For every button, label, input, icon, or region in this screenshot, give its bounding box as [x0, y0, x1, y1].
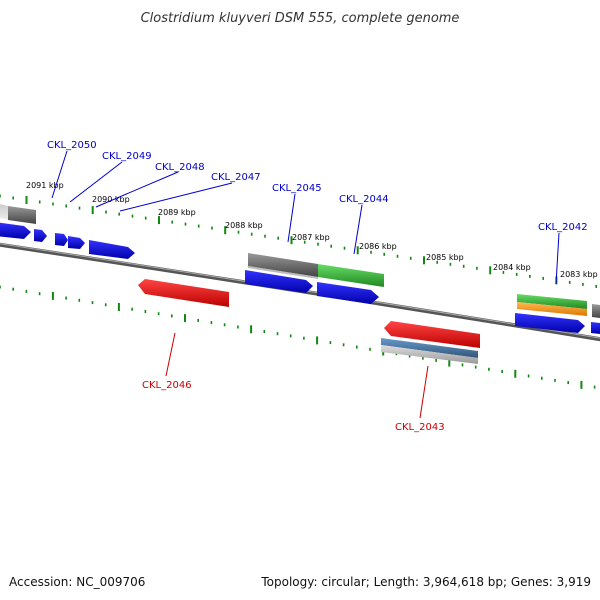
- accession-text: Accession: NC_009706: [9, 575, 145, 589]
- gene-label-ckl2046[interactable]: CKL_2046: [142, 380, 192, 391]
- map-title: Clostridium kluyveri DSM 555, complete g…: [141, 11, 460, 26]
- feature-ckl2043-steelblue: [381, 338, 478, 364]
- scale-ticks-outer: [0, 194, 598, 288]
- gene-label-ckl2042[interactable]: CKL_2042: [538, 222, 588, 233]
- feature-ckl2044-green: [318, 264, 384, 287]
- gene-label-ckl2049[interactable]: CKL_2049: [102, 151, 152, 162]
- kbp-label-2083: 2083 kbp: [560, 270, 598, 279]
- topology-text: Topology: circular; Length: 3,964,618 bp…: [260, 575, 591, 589]
- gene-label-ckl2048[interactable]: CKL_2048: [155, 162, 205, 173]
- feature-ckl2042-green-orange: [517, 294, 600, 318]
- scale-ticks-inner: [0, 285, 596, 389]
- gene-label-ckl2045[interactable]: CKL_2045: [272, 183, 322, 194]
- cds-plus-arrows-right: [515, 313, 600, 334]
- kbp-label-2084: 2084 kbp: [493, 263, 531, 272]
- gene-label-ckl2047[interactable]: CKL_2047: [211, 172, 261, 183]
- kbp-label-2089: 2089 kbp: [158, 208, 196, 217]
- gene-label-ckl2044[interactable]: CKL_2044: [339, 194, 389, 205]
- leader-lines-minus: [165, 332, 429, 419]
- cds-minus-ckl2043: [384, 321, 480, 348]
- feature-gray-left: [0, 204, 36, 224]
- cds-plus-arrows-left: [0, 222, 135, 259]
- kbp-label-2087: 2087 kbp: [292, 233, 330, 242]
- kbp-label-2090: 2090 kbp: [92, 195, 130, 204]
- gene-label-ckl2050[interactable]: CKL_2050: [47, 140, 97, 151]
- feature-ckl2045-gray: [248, 253, 318, 279]
- kbp-label-2086: 2086 kbp: [359, 242, 397, 251]
- cds-minus-ckl2046: [138, 279, 229, 307]
- gene-label-ckl2043[interactable]: CKL_2043: [395, 422, 445, 433]
- kbp-label-2088: 2088 kbp: [225, 221, 263, 230]
- kbp-label-2085: 2085 kbp: [426, 253, 464, 262]
- cds-plus-arrows-middle: [245, 270, 379, 304]
- leader-lines-plus: [51, 150, 560, 285]
- kbp-label-2091: 2091 kbp: [26, 181, 64, 190]
